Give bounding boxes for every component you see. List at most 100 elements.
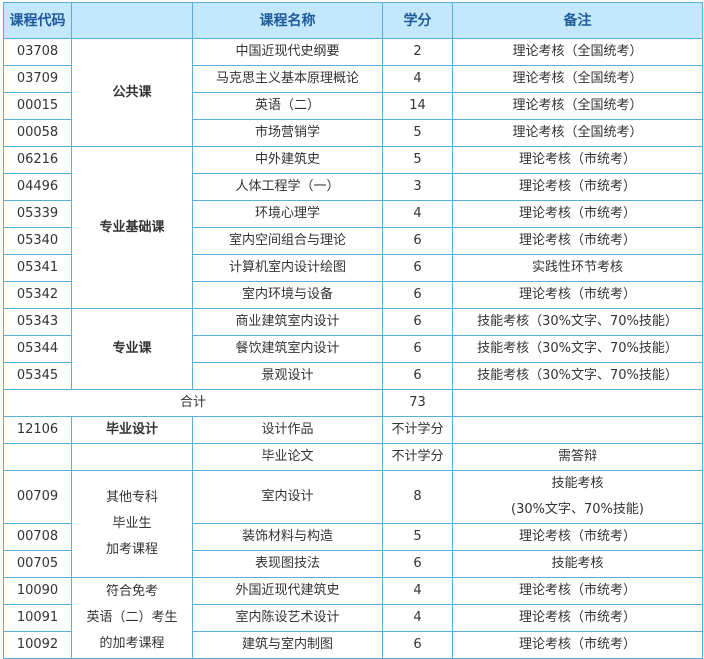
course-code: 03709 — [3, 65, 72, 93]
course-credits: 6 — [382, 227, 453, 255]
course-note: 需答辩 — [452, 443, 703, 471]
course-note: 实践性环节考核 — [452, 254, 703, 282]
course-note: 技能考核（30%文字、70%技能） — [452, 335, 703, 363]
category-line: 英语（二）考生 — [86, 610, 178, 625]
course-note: 理论考核（市统考） — [452, 146, 703, 174]
category-line: 符合免考 — [105, 584, 158, 599]
table-row: 04496 人体工程学（一） 3 理论考核（市统考） — [3, 173, 703, 201]
category-line: 的加考课程 — [99, 636, 165, 651]
course-code: 05345 — [3, 362, 72, 390]
category-line: 公共课 — [112, 84, 152, 100]
table-row: 06216 专业基础课 中外建筑史 5 理论考核（市统考） — [3, 146, 703, 309]
course-credits: 2 — [382, 38, 453, 66]
course-credits: 6 — [382, 550, 453, 578]
category-line: 其他专科 — [105, 490, 158, 505]
table-row: 05344 餐饮建筑室内设计 6 技能考核（30%文字、70%技能） — [3, 335, 703, 363]
note-line: 理论考核（全国统考） — [512, 44, 643, 59]
course-code: 05343 — [3, 308, 72, 336]
note-line: 技能考核（30%文字、70%技能） — [477, 341, 678, 356]
course-note: 理论考核（市统考） — [452, 200, 703, 228]
course-category: 公共课 — [71, 38, 193, 147]
note-line: 实践性环节考核 — [531, 260, 623, 275]
course-note: 理论考核（市统考） — [452, 631, 703, 659]
course-name: 室内设计 — [192, 470, 383, 524]
course-code: 00709 — [3, 470, 72, 524]
course-code: 05340 — [3, 227, 72, 255]
header-notes: 备注 — [452, 2, 703, 39]
course-credits: 3 — [382, 173, 453, 201]
note-line: 理论考核（全国统考） — [512, 125, 643, 140]
course-credits: 6 — [382, 254, 453, 282]
category-line: 专业课 — [112, 341, 152, 356]
course-category: 专业基础课 — [71, 146, 193, 309]
course-note: 理论考核（全国统考） — [452, 65, 703, 93]
category-line: 加考课程 — [105, 542, 158, 557]
course-credits: 4 — [382, 200, 453, 228]
course-credits: 5 — [382, 119, 453, 147]
note-line: 理论考核（市统考） — [518, 529, 636, 544]
course-credits: 4 — [382, 604, 453, 632]
table-row: 10090 符合免考 英语（二）考生 的加考课程 外国近现代建筑史 4 理论考核（市统考） — [3, 577, 703, 659]
table-row: 00015 英语（二） 14 理论考核（全国统考） — [3, 92, 703, 120]
course-code: 05342 — [3, 281, 72, 309]
course-code: 00058 — [3, 119, 72, 147]
course-code — [3, 443, 72, 471]
course-note: 技能考核（30%文字、70%技能） — [452, 308, 703, 336]
course-name: 室内空间组合与理论 — [192, 227, 383, 255]
note-line: 理论考核（全国统考） — [512, 71, 643, 86]
table-row: 05343 专业课 商业建筑室内设计 6 技能考核（30%文字、70%技能） — [3, 308, 703, 390]
course-credits: 14 — [382, 92, 453, 120]
course-note: 理论考核（市统考） — [452, 281, 703, 309]
note-line: 需答辩 — [557, 449, 597, 464]
course-code: 10092 — [3, 631, 72, 659]
course-code: 05339 — [3, 200, 72, 228]
course-name: 表现图技法 — [192, 550, 383, 578]
note-line: 理论考核（市统考） — [518, 179, 636, 194]
total-row: 合计 73 — [3, 389, 703, 417]
header-category — [71, 2, 193, 39]
course-table: 课程代码 课程名称 学分 备注 03708 公共课 中国近现代史纲要 2 理论考核（全国… — [3, 2, 703, 659]
course-code: 05341 — [3, 254, 72, 282]
course-name: 中外建筑史 — [192, 146, 383, 174]
course-note — [452, 416, 703, 444]
note-line: 理论考核（市统考） — [518, 233, 636, 248]
course-code: 10091 — [3, 604, 72, 632]
note-line: 技能考核 — [551, 476, 604, 491]
header-course-code: 课程代码 — [3, 2, 72, 39]
table-row: 毕业论文 不计学分 需答辩 — [3, 443, 703, 471]
total-note — [452, 389, 703, 417]
note-line: 理论考核（全国统考） — [512, 98, 643, 113]
course-credits: 6 — [382, 362, 453, 390]
course-note: 理论考核（市统考） — [452, 523, 703, 551]
course-name: 室内环境与设备 — [192, 281, 383, 309]
course-category — [71, 443, 193, 471]
course-name: 环境心理学 — [192, 200, 383, 228]
course-name: 英语（二） — [192, 92, 383, 120]
course-code: 03708 — [3, 38, 72, 66]
course-code: 10090 — [3, 577, 72, 605]
course-code: 06216 — [3, 146, 72, 174]
course-credits: 不计学分 — [382, 443, 453, 471]
course-note: 理论考核（市统考） — [452, 227, 703, 255]
course-code: 00705 — [3, 550, 72, 578]
course-credits: 8 — [382, 470, 453, 524]
header-course-name: 课程名称 — [192, 2, 383, 39]
table-row: 12106 毕业设计 设计作品 不计学分 — [3, 416, 703, 444]
course-credits: 5 — [382, 523, 453, 551]
note-line: (30%文字、70%技能) — [511, 502, 644, 517]
table-body-extra: 12106 毕业设计 设计作品 不计学分 毕业论文 不计学分 需答辩 00709 其他专科 毕业生… — [3, 416, 703, 659]
note-line: 技能考核（30%文字、70%技能） — [477, 314, 678, 329]
course-code: 00708 — [3, 523, 72, 551]
course-credits: 6 — [382, 308, 453, 336]
course-name: 餐饮建筑室内设计 — [192, 335, 383, 363]
course-category: 毕业设计 — [71, 416, 193, 444]
course-note: 技能考核 — [452, 550, 703, 578]
table-row: 00705 表现图技法 6 技能考核 — [3, 550, 703, 578]
table-row: 03708 公共课 中国近现代史纲要 2 理论考核（全国统考） — [3, 38, 703, 147]
course-note: 理论考核（全国统考） — [452, 119, 703, 147]
course-name: 马克思主义基本原理概论 — [192, 65, 383, 93]
course-name: 建筑与室内制图 — [192, 631, 383, 659]
note-line: 理论考核（市统考） — [518, 287, 636, 302]
note-line: 理论考核（市统考） — [518, 637, 636, 652]
course-credits: 不计学分 — [382, 416, 453, 444]
